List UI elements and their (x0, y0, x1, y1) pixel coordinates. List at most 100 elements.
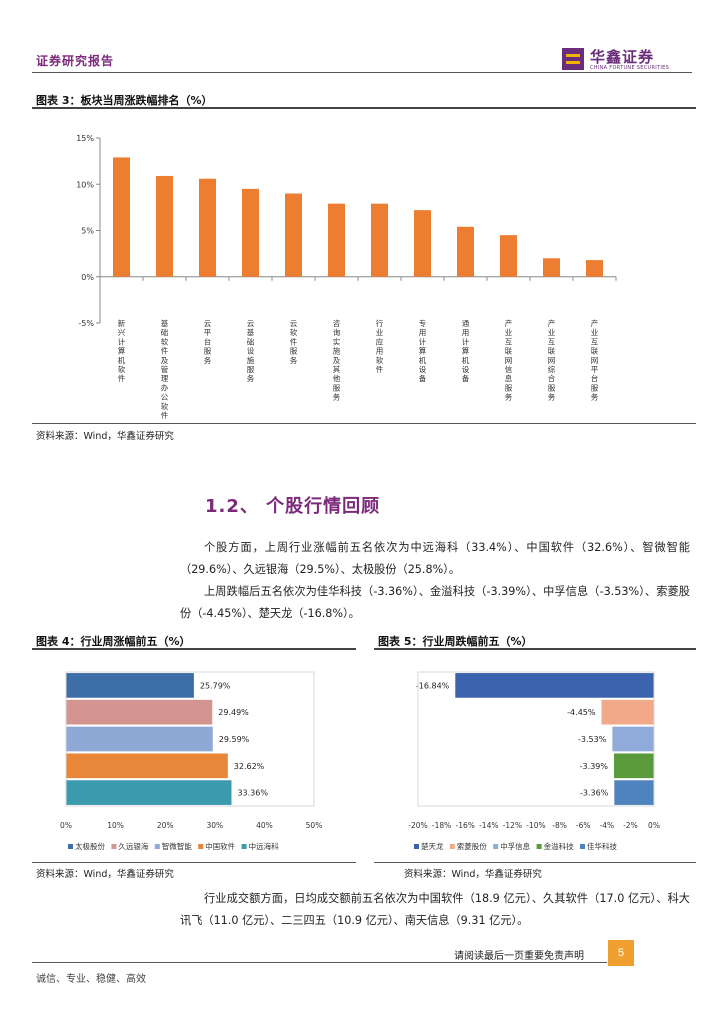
logo-text-en: CHINA FORTUNE SECURITIES (590, 65, 670, 71)
x-tick-label: -8% (552, 821, 567, 830)
bar (500, 235, 517, 277)
data-label: 29.59% (219, 735, 250, 744)
figure5-bottom-rule (374, 862, 696, 863)
bar (66, 673, 194, 698)
legend-swatch (449, 844, 455, 849)
legend-label: 索菱股份 (457, 841, 487, 851)
data-label: -16.84% (416, 681, 450, 690)
figure5-source: 资料来源：Wind，华鑫证券研究 (404, 869, 542, 880)
x-tick-label: -2% (623, 821, 638, 830)
x-tick-label: 基础软件及管理办公软件 (161, 318, 169, 420)
x-tick-label: 专用计算机设备 (419, 318, 427, 383)
x-tick-label: -12% (503, 821, 522, 830)
figure5-chart: -16.84% -4.45% -3.53% -3.39% -3.36% -20% -18%… (408, 671, 660, 851)
x-tick-label: 咨询实施及其他服务 (333, 318, 341, 402)
figure4-title: 图表 4：行业周涨幅前五（%） (36, 635, 191, 648)
plot-frame (417, 671, 655, 807)
data-label: -3.53% (578, 735, 607, 744)
legend-label: 智微智能 (162, 841, 192, 851)
y-tick-label: 15% (76, 134, 94, 143)
legend-label: 金溢科技 (544, 841, 574, 851)
paragraph-losers: 上周跌幅后五名依次为佳华科技（-3.36%）、金溢科技（-3.39%）、中孚信息… (180, 585, 690, 620)
bar (156, 175, 173, 277)
x-tick-label: 云基础设施服务 (247, 319, 255, 383)
x-tick-label: -4% (599, 821, 614, 830)
bar (612, 726, 654, 752)
bar (543, 258, 560, 277)
x-tick-label: 10% (107, 821, 124, 830)
plot-frame (65, 671, 315, 807)
bar (66, 726, 213, 752)
figure3-bottom-rule (32, 423, 696, 424)
bar (113, 157, 130, 277)
legend-swatch (241, 844, 247, 849)
page-number: 5 (608, 940, 634, 966)
legend-label: 中孚信息 (500, 841, 530, 851)
report-label: 证券研究报告 (36, 54, 115, 68)
bar (66, 699, 213, 725)
legend-label: 太极股份 (75, 841, 105, 851)
x-tick-label: -20% (408, 821, 427, 830)
company-logo: 华鑫证券 CHINA FORTUNE SECURITIES (562, 46, 692, 72)
x-tick-label: 40% (256, 821, 273, 830)
x-tick-label: 行业应用软件 (376, 318, 384, 374)
figure4-chart: 25.79% 29.49% 29.59% 32.62% 33.36% 0% 10% 20% 3… (60, 671, 323, 851)
bar (414, 210, 431, 277)
bar (199, 178, 216, 277)
figure5-top-rule (374, 648, 696, 650)
legend-swatch (198, 844, 204, 849)
legend-label: 中国软件 (205, 841, 235, 851)
x-tick-label: 云平台服务 (204, 319, 212, 365)
figure3-top-rule (32, 107, 696, 109)
logo-mark-icon (562, 48, 584, 70)
bar (285, 193, 302, 277)
figure4-source: 资料来源：Wind，华鑫证券研究 (36, 869, 174, 880)
x-tick-label: -14% (479, 821, 498, 830)
x-tick-label: 50% (306, 821, 323, 830)
x-tick-label: 20% (157, 821, 174, 830)
legend-label: 久远银海 (118, 841, 148, 851)
y-tick-label: 5% (81, 227, 94, 236)
bar (66, 780, 232, 805)
x-tick-label: 通用计算机设备 (462, 318, 470, 383)
figure5-title: 图表 5：行业周跌幅前五（%） (378, 635, 533, 648)
logo-text-cn: 华鑫证券 (590, 48, 655, 66)
x-tick-label: -10% (526, 821, 545, 830)
legend-swatch (414, 844, 419, 849)
legend-swatch (580, 844, 585, 849)
x-tick-label: 新兴计算机软件 (118, 318, 126, 383)
x-tick-label: 30% (206, 821, 223, 830)
bar (586, 260, 603, 277)
data-label: 32.62% (234, 762, 265, 771)
legend-swatch (493, 844, 499, 849)
bar (457, 226, 474, 277)
bar (455, 673, 654, 698)
data-label: -4.45% (567, 708, 596, 717)
legend-swatch (68, 844, 73, 849)
data-label: 25.79% (200, 681, 231, 690)
y-tick-label: 0% (81, 273, 94, 282)
x-tick-label: 0% (648, 821, 660, 830)
x-tick-label: 云软件服务 (290, 319, 298, 365)
x-tick-label: -18% (432, 821, 451, 830)
figure4-top-rule (32, 648, 356, 650)
legend-label: 中远海科 (249, 841, 279, 851)
figure3-source: 资料来源：Wind，华鑫证券研究 (36, 431, 174, 442)
bar (614, 780, 654, 805)
paragraph-turnover: 行业成交额方面，日均成交额前五名依次为中国软件（18.9 亿元）、久其软件（17… (180, 892, 690, 927)
legend-swatch (111, 844, 117, 849)
x-tick-label: -16% (456, 821, 475, 830)
data-label: 29.49% (218, 708, 249, 717)
bar (242, 188, 259, 277)
bar (66, 753, 228, 779)
footer-motto: 诚信、专业、稳健、高效 (36, 974, 146, 985)
data-label: -3.36% (580, 789, 609, 798)
legend-swatch (154, 844, 160, 849)
x-tick-label: -6% (576, 821, 591, 830)
x-tick-label: 产业互联网信息服务 (505, 318, 513, 402)
data-label: -3.39% (580, 762, 609, 771)
x-tick-label: 产业互联网平台服务 (591, 318, 599, 402)
legend-label: 楚天龙 (421, 841, 444, 851)
section-title: 1.2、 个股行情回顾 (205, 496, 381, 517)
figure4-bottom-rule (32, 862, 356, 863)
